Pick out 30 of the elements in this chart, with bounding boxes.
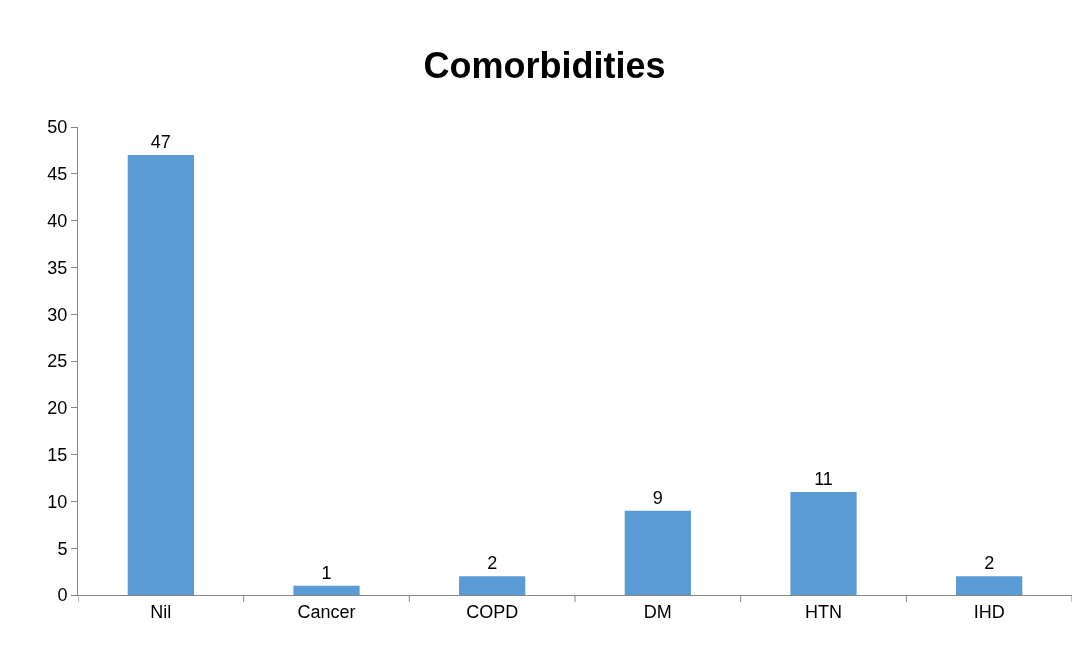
x-tick-label: COPD <box>466 601 519 622</box>
bar <box>459 576 526 595</box>
x-tick-label: DM <box>643 601 672 622</box>
y-tick-label: 50 <box>47 117 68 138</box>
chart-title: Comorbidities <box>423 45 666 86</box>
data-label: 47 <box>150 132 171 153</box>
y-tick-label: 15 <box>47 444 68 465</box>
x-tick-label: Nil <box>150 601 172 622</box>
y-tick-label: 10 <box>47 491 68 512</box>
bar <box>790 492 857 595</box>
x-tick-label: HTN <box>805 601 842 622</box>
y-tick-label: 20 <box>47 398 68 419</box>
y-tick-label: 35 <box>47 257 68 278</box>
y-tick-label: 30 <box>47 304 68 325</box>
data-label: 11 <box>814 469 833 490</box>
bar <box>624 510 691 595</box>
data-label: 9 <box>652 487 663 508</box>
y-tick-label: 25 <box>47 351 68 372</box>
bar <box>127 155 194 595</box>
y-tick-label: 0 <box>57 585 68 606</box>
data-label: 1 <box>321 562 332 583</box>
x-tick-label: Cancer <box>297 601 356 622</box>
data-label: 2 <box>487 553 498 574</box>
y-tick-label: 5 <box>57 538 68 559</box>
bar <box>956 576 1023 595</box>
y-tick-label: 40 <box>47 210 68 231</box>
y-tick-label: 45 <box>47 164 68 185</box>
bar <box>293 585 360 595</box>
x-tick-label: IHD <box>973 601 1005 622</box>
data-label: 2 <box>984 553 995 574</box>
